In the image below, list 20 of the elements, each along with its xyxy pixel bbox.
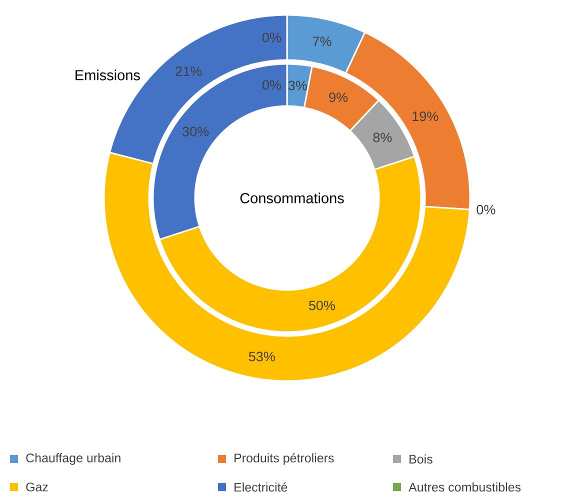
legend-label: Bois (410, 454, 432, 464)
data-label: 3% (288, 80, 307, 90)
legend-label: Autres combustibles (408, 482, 521, 492)
data-label: 50% (308, 300, 335, 310)
legend-label: Chauffage urbain (26, 453, 120, 465)
slice-label: Consommations (240, 192, 344, 204)
data-label: 19% (412, 112, 438, 122)
legend-label: Produits pétroliers (234, 453, 334, 465)
legend-label: Gaz (26, 482, 48, 492)
data-label: 21% (176, 66, 202, 76)
text: 0% (262, 80, 281, 90)
data-label: 9% (329, 92, 348, 102)
text: 0% (476, 204, 496, 214)
data-label: 30% (182, 126, 209, 136)
text: 0% (262, 32, 281, 42)
data-label: 7% (312, 36, 332, 46)
legend-label: Electricité (234, 482, 288, 492)
data-label: 53% (248, 352, 275, 362)
data-label: 8% (373, 132, 392, 142)
slice-label: Emissions (76, 70, 140, 80)
